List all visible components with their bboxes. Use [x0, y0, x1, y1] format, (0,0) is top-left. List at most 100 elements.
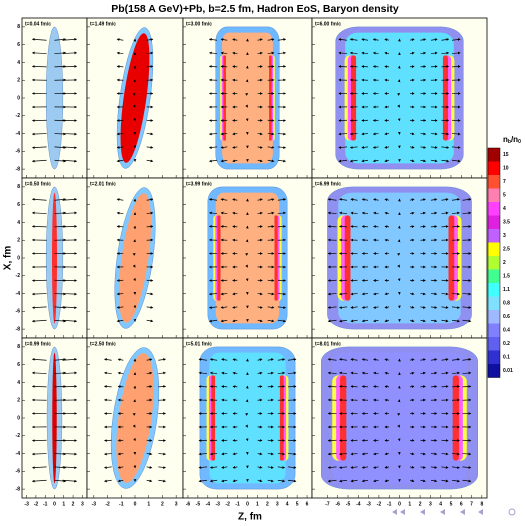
x-axis-label: Z, fm — [238, 512, 262, 523]
velocity-arrow — [287, 452, 297, 456]
velocity-arrow — [54, 211, 67, 215]
velocity-arrow — [349, 146, 358, 149]
colorbar-tick-label: 0.4 — [503, 328, 510, 334]
velocity-arrow — [198, 452, 208, 456]
velocity-arrow — [198, 385, 208, 388]
velocity-arrow — [220, 225, 228, 228]
velocity-arrow — [409, 385, 415, 389]
velocity-arrow — [62, 37, 78, 41]
density-edge — [274, 215, 278, 301]
velocity-arrow — [146, 146, 154, 149]
y-tick-label: -4 — [16, 131, 21, 137]
velocity-arrow — [350, 292, 358, 296]
velocity-arrow — [220, 292, 228, 296]
velocity-arrow — [384, 65, 390, 69]
y-tick-label: 0 — [17, 255, 20, 261]
velocity-arrow — [462, 319, 472, 323]
velocity-arrow — [361, 38, 369, 41]
velocity-arrow — [409, 51, 415, 55]
density-edge — [279, 375, 284, 461]
velocity-arrow — [62, 466, 78, 469]
velocity-arrow — [420, 292, 426, 296]
velocity-arrow — [232, 65, 238, 68]
velocity-arrow — [220, 132, 228, 136]
velocity-arrow — [451, 65, 461, 68]
velocity-arrow — [451, 38, 461, 41]
x-tick-label: 8 — [480, 501, 483, 507]
velocity-arrow — [257, 211, 263, 215]
colorbar-cell — [488, 175, 500, 189]
y-tick-label: -4 — [16, 451, 21, 457]
velocity-arrow — [232, 319, 238, 323]
velocity-arrow — [361, 479, 369, 483]
time-label: t=2.50 fm/c — [90, 341, 116, 347]
velocity-arrow — [232, 145, 238, 149]
panel: t=8.01 fm/c — [311, 337, 488, 499]
velocity-arrow — [209, 452, 218, 456]
velocity-arrow — [31, 452, 47, 456]
x-tick-label: 3 — [429, 501, 432, 507]
velocity-arrow — [31, 197, 47, 201]
velocity-arrow — [221, 479, 228, 483]
velocity-arrow — [117, 385, 124, 388]
velocity-arrow — [116, 159, 124, 163]
velocity-arrow — [221, 371, 228, 375]
velocity-arrow — [430, 292, 438, 296]
velocity-arrow — [327, 211, 337, 215]
velocity-arrow — [430, 466, 438, 469]
velocity-arrow — [198, 466, 208, 469]
velocity-arrow — [221, 452, 228, 456]
velocity-arrow — [451, 319, 460, 323]
x-tick-label: 1 — [256, 501, 259, 507]
colorbar-tick-label: 4 — [503, 206, 506, 212]
velocity-arrow — [54, 452, 67, 456]
velocity-arrow — [208, 146, 218, 149]
velocity-arrow — [103, 466, 112, 469]
velocity-arrow — [54, 479, 67, 483]
x-tick-label: -6 — [336, 501, 341, 507]
velocity-arrow — [361, 132, 369, 136]
y-tick-label: 6 — [17, 362, 20, 368]
x-tick-label: 5 — [296, 501, 299, 507]
velocity-arrow — [54, 198, 67, 201]
velocity-arrow — [384, 452, 390, 456]
velocity-arrow — [451, 225, 460, 228]
velocity-arrow — [232, 479, 238, 483]
velocity-arrow — [420, 305, 426, 309]
velocity-arrow — [257, 305, 263, 309]
velocity-arrow — [146, 358, 153, 362]
x-tick-label: 5 — [450, 501, 453, 507]
velocity-arrow — [117, 358, 124, 362]
velocity-arrow — [462, 225, 472, 228]
velocity-arrow — [158, 452, 167, 456]
velocity-arrow — [430, 479, 438, 483]
y-tick-label: -6 — [16, 149, 21, 155]
panel: t=2.50 fm/c — [86, 337, 184, 499]
velocity-arrow — [327, 358, 337, 361]
velocity-arrow — [430, 306, 438, 309]
panel: t=3.99 fm/c — [182, 177, 313, 339]
velocity-arrow — [116, 132, 124, 136]
velocity-arrow — [451, 479, 460, 483]
velocity-arrow — [430, 319, 438, 323]
velocity-arrow — [277, 319, 287, 323]
velocity-arrow — [441, 51, 450, 55]
velocity-arrow — [451, 371, 460, 375]
density-inner — [52, 352, 57, 484]
velocity-arrow — [350, 225, 358, 228]
nav-icons[interactable] — [392, 508, 516, 516]
time-label: t=1.49 fm/c — [90, 21, 116, 27]
velocity-arrow — [373, 305, 379, 309]
velocity-arrow — [62, 225, 78, 228]
velocity-arrow — [462, 371, 472, 375]
colorbar-cell — [488, 202, 500, 216]
colorbar-tick-label: 2.5 — [503, 247, 510, 253]
velocity-arrow — [338, 38, 348, 41]
velocity-arrow — [327, 225, 337, 228]
velocity-arrow — [339, 198, 348, 201]
x-tick-label: 3 — [175, 501, 178, 507]
velocity-arrow — [232, 225, 238, 228]
velocity-arrow — [350, 319, 358, 323]
velocity-arrow — [62, 357, 78, 361]
velocity-arrow — [361, 225, 369, 228]
